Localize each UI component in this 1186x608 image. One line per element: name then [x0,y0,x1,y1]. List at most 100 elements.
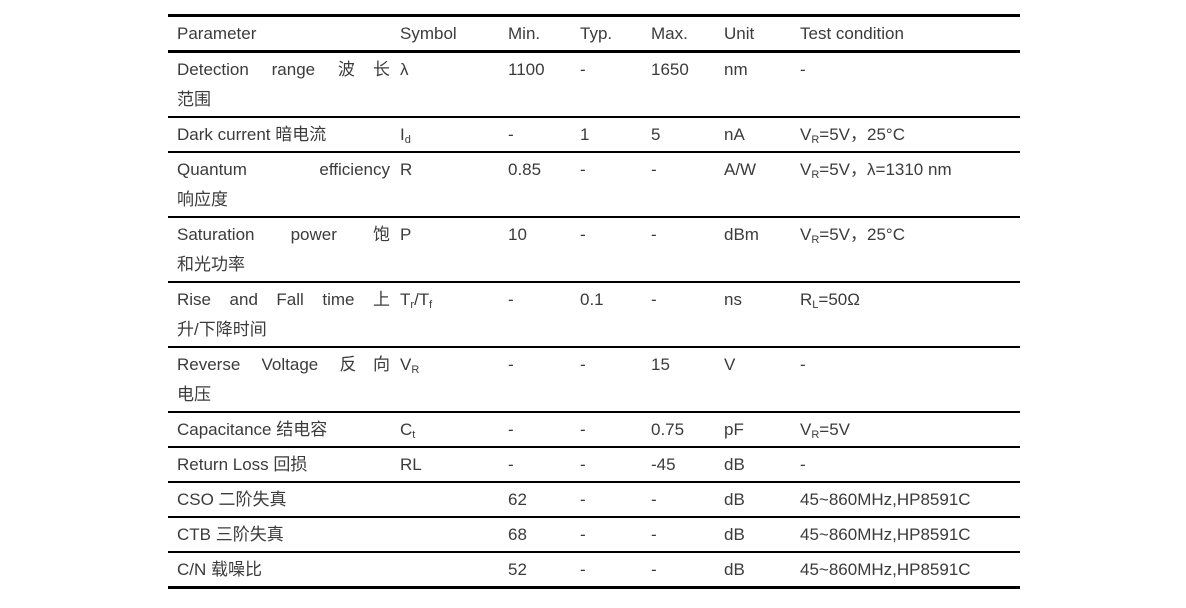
cell-symbol: RL [400,447,508,482]
column-header-min: Min. [508,24,541,43]
cell-max: 15 [651,355,670,374]
cell-test-condition: - [795,447,1020,482]
text-segment: 45~860MHz,HP8591C [800,560,971,579]
cell-typ: 1 [580,125,590,144]
cell-max: - [651,160,657,179]
text-segment: λ [400,60,409,79]
cell-min: - [508,455,514,474]
cell-test-condition: RL=50Ω [795,282,1020,347]
cell-max: 1650 [651,60,689,79]
spec-table-container: Parameter Symbol Min. Typ. Max. Unit Test cond… [168,14,1020,589]
cell-test-condition: 45~860MHz,HP8591C [795,552,1020,588]
cell-symbol: λ [400,52,508,118]
text-segment: V [800,125,812,144]
text-segment: - [800,355,806,374]
parameter-line: Saturation power 饱 [177,225,390,244]
cell-min: - [508,290,514,309]
cell-parameter: Detection range 波长 范围 [168,52,400,118]
cell-max: 5 [651,125,661,144]
cell-test-condition: VR=5V，25°C [795,217,1020,282]
cell-min: 1100 [508,60,545,79]
text-segment: T [400,290,411,309]
spec-row-3: Saturation power 饱和光功率 P 10- - dBm VR=5V，25°C [168,217,1020,282]
text-segment: V [800,225,812,244]
cell-typ: - [580,60,586,79]
cell-min: - [508,420,514,439]
spec-row-9: CTB 三阶失真 68 - - dB 45~860MHz,HP8591C [168,517,1020,552]
cell-symbol: R [400,152,508,217]
parameter-line: C/N 载噪比 [177,560,262,579]
parameter-line: Rise and Fall time 上 [177,290,390,309]
text-segment: V [800,420,812,439]
text-segment: =5V，25°C [819,125,906,144]
parameter-line: Reverse Voltage 反向 [177,355,390,374]
text-segment: 45~860MHz,HP8591C [800,490,971,509]
cell-max: - [651,525,657,544]
subscript-text: R [811,234,820,246]
text-segment: - [800,60,806,79]
parameter-line: CTB 三阶失真 [177,525,284,544]
cell-parameter: Rise and Fall time 上升/下降时间 [168,282,400,347]
cell-parameter: C/N 载噪比 [168,552,400,588]
subscript-text: R [811,169,820,181]
column-header-unit: Unit [724,24,755,43]
cell-unit: dB [724,525,745,544]
text-segment: C [400,420,413,439]
cell-max: - [651,290,657,309]
cell-max: -45 [651,455,676,474]
subscript-text: f [429,299,433,311]
text-segment: =5V [819,420,851,439]
spec-row-2: Quantum efficiency 响应度 R 0.85- - A/W VR=5V，λ=1… [168,152,1020,217]
spec-row-0: Detection range 波长 范围 λ 1100 - 1650 nm - [168,52,1020,118]
cell-test-condition: 45~860MHz,HP8591C [795,517,1020,552]
cell-parameter: Capacitance 结电容 [168,412,400,447]
cell-test-condition: 45~860MHz,HP8591C [795,482,1020,517]
cell-symbol: Ct [400,412,508,447]
cell-typ: - [580,160,586,179]
cell-parameter: CSO 二阶失真 [168,482,400,517]
cell-min: 52 [508,560,527,579]
parameter-line: 和光功率 [177,255,245,274]
text-segment: 45~860MHz,HP8591C [800,525,971,544]
header-row: Parameter Symbol Min. Typ. Max. Unit Test cond… [168,16,1020,52]
cell-symbol [400,552,508,588]
cell-symbol: VR [400,347,508,412]
cell-unit: A/W [724,160,757,179]
text-segment: - [800,455,806,474]
text-segment: R [400,160,413,179]
text-segment: =50Ω [818,290,860,309]
cell-unit: nm [724,60,748,79]
cell-typ: - [580,490,586,509]
cell-unit: dB [724,490,745,509]
cell-parameter: Saturation power 饱和光功率 [168,217,400,282]
cell-parameter: Quantum efficiency 响应度 [168,152,400,217]
spec-row-10: C/N 载噪比 52 - - dB 45~860MHz,HP8591C [168,552,1020,588]
cell-typ: - [580,355,586,374]
spec-row-5: Reverse Voltage 反向 电压 VR - -15 V - [168,347,1020,412]
cell-test-condition: VR=5V [795,412,1020,447]
cell-parameter: CTB 三阶失真 [168,517,400,552]
text-segment: =5V，λ=1310 nm [819,160,952,179]
cell-parameter: Return Loss 回损 [168,447,400,482]
column-header-parameter: Parameter [177,24,257,43]
cell-min: 10 [508,225,527,244]
cell-min: - [508,125,514,144]
column-header-test: Test condition [800,24,904,43]
text-segment: P [400,225,412,244]
spec-row-8: CSO 二阶失真 62 - - dB 45~860MHz,HP8591C [168,482,1020,517]
cell-test-condition: VR=5V，25°C [795,117,1020,152]
text-segment: =5V，25°C [819,225,906,244]
spec-row-6: Capacitance 结电容 Ct - -0.75 pF VR=5V [168,412,1020,447]
cell-unit: ns [724,290,742,309]
parameter-line: Dark current 暗电流 [177,125,327,144]
table-header: Parameter Symbol Min. Typ. Max. Unit Test cond… [168,16,1020,52]
parameter-line: CSO 二阶失真 [177,490,287,509]
cell-test-condition: - [795,52,1020,118]
cell-typ: - [580,525,586,544]
column-header-max: Max. [651,24,688,43]
column-header-typ: Typ. [580,24,613,43]
cell-min: 0.85 [508,160,542,179]
parameter-line: Return Loss 回损 [177,455,308,474]
spec-table: Parameter Symbol Min. Typ. Max. Unit Test cond… [168,14,1020,589]
cell-typ: - [580,560,586,579]
